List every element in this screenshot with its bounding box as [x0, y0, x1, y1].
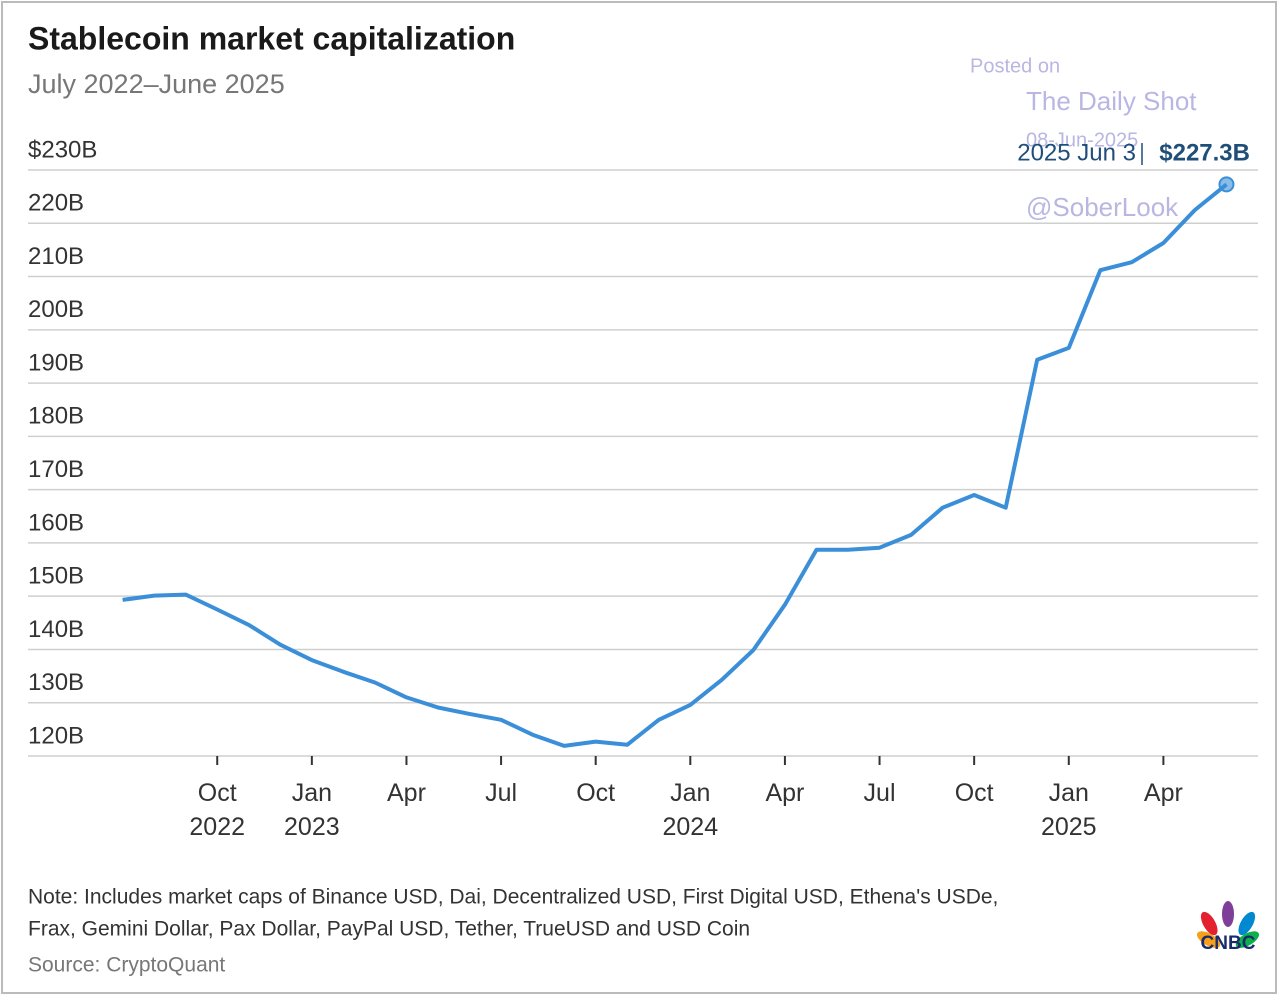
x-tick-label: Oct: [955, 779, 994, 807]
x-tick-label: Jan 2023: [284, 779, 340, 841]
watermark: The Daily Shot: [1026, 86, 1197, 116]
y-tick-label: 190B: [28, 349, 84, 376]
y-tick-label: 220B: [28, 190, 84, 217]
y-tick-label: 130B: [28, 669, 84, 696]
logo-peacock: [1196, 901, 1260, 948]
y-tick-label: 150B: [28, 563, 84, 590]
x-tick-label: Oct: [576, 779, 615, 807]
y-tick-label: 140B: [28, 616, 84, 643]
x-tick-label: Jan 2025: [1041, 779, 1097, 841]
x-tick-label: Jul: [864, 779, 896, 807]
note: Note: Includes market caps of Binance US…: [28, 886, 998, 909]
watermark: Posted on: [970, 55, 1060, 77]
annotation: 2025 Jun 3: [1017, 139, 1136, 166]
chart-subtitle: July 2022–June 2025: [28, 69, 285, 99]
x-tick-label: Apr: [1144, 779, 1183, 807]
y-tick-label: 160B: [28, 509, 84, 536]
y-tick-label: $230B: [28, 136, 97, 163]
source: Source: CryptoQuant: [28, 954, 225, 977]
x-tick-label: Jan 2024: [662, 779, 718, 841]
watermark: 08-Jun-2025: [1026, 129, 1138, 151]
line: [122, 182, 1228, 748]
note: Frax, Gemini Dollar, Pax Dollar, PayPal …: [28, 918, 750, 941]
x-tick-label: Apr: [387, 779, 426, 807]
y-tick-label: 120B: [28, 722, 84, 749]
data-label: $227.3B: [1159, 139, 1250, 166]
y-tick-label: 180B: [28, 403, 84, 430]
chart-title: Stablecoin market capitalization: [28, 20, 515, 56]
x-tick-label: Oct 2022: [189, 779, 245, 841]
x-tick-label: Apr: [765, 779, 804, 807]
end-point: [1218, 176, 1235, 193]
watermark: @SoberLook: [1026, 192, 1179, 222]
y-tick-label: 170B: [28, 456, 84, 483]
y-tick-label: 200B: [28, 296, 84, 323]
y-tick-label: 210B: [28, 243, 84, 270]
logo-text: CNBC: [1201, 933, 1256, 954]
x-tick-label: Jul: [485, 779, 517, 807]
